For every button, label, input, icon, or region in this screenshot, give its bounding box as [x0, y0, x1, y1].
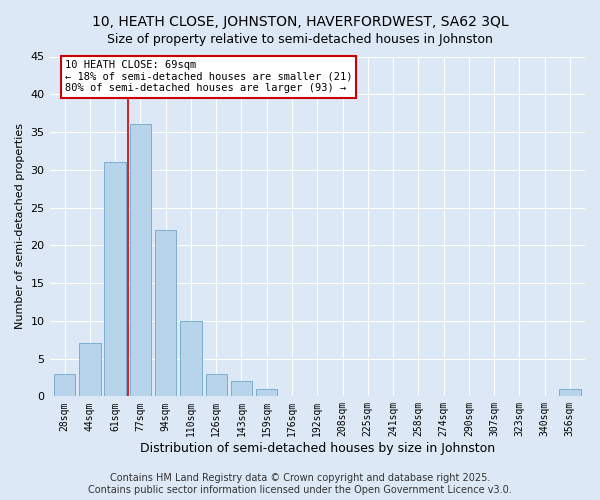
Y-axis label: Number of semi-detached properties: Number of semi-detached properties	[15, 124, 25, 330]
Bar	[256, 389, 277, 396]
Bar	[79, 344, 101, 396]
Bar	[559, 389, 581, 396]
Bar	[180, 321, 202, 396]
Bar	[54, 374, 76, 396]
Bar	[206, 374, 227, 396]
Bar	[231, 381, 252, 396]
Text: 10, HEATH CLOSE, JOHNSTON, HAVERFORDWEST, SA62 3QL: 10, HEATH CLOSE, JOHNSTON, HAVERFORDWEST…	[92, 15, 508, 29]
Text: Contains HM Land Registry data © Crown copyright and database right 2025.
Contai: Contains HM Land Registry data © Crown c…	[88, 474, 512, 495]
Bar	[104, 162, 126, 396]
Bar	[155, 230, 176, 396]
Bar	[130, 124, 151, 396]
X-axis label: Distribution of semi-detached houses by size in Johnston: Distribution of semi-detached houses by …	[140, 442, 495, 455]
Text: Size of property relative to semi-detached houses in Johnston: Size of property relative to semi-detach…	[107, 32, 493, 46]
Text: 10 HEATH CLOSE: 69sqm
← 18% of semi-detached houses are smaller (21)
80% of semi: 10 HEATH CLOSE: 69sqm ← 18% of semi-deta…	[65, 60, 352, 94]
